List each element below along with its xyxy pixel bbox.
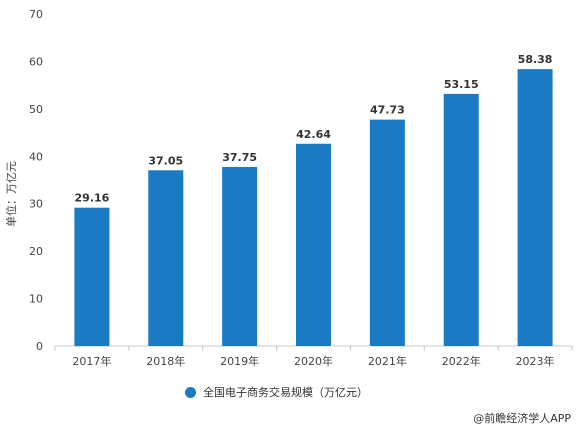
source-credit: @前瞻经济学人APP <box>473 412 571 425</box>
legend-swatch <box>185 386 196 398</box>
y-tick-label: 40 <box>29 150 43 163</box>
y-tick-label: 70 <box>29 8 43 21</box>
y-tick-label: 50 <box>29 103 43 116</box>
x-tick-label: 2017年 <box>72 354 111 368</box>
bar-value-label: 37.05 <box>148 154 183 167</box>
bar-value-label: 58.38 <box>518 53 553 66</box>
bar <box>74 207 110 346</box>
y-tick-label: 20 <box>29 245 43 258</box>
y-tick-label: 10 <box>29 293 43 306</box>
bar <box>369 119 405 346</box>
legend: 全国电子商务交易规模（万亿元） <box>185 384 368 400</box>
bar-value-label: 53.15 <box>444 78 479 91</box>
bar <box>222 166 258 346</box>
y-tick-label: 60 <box>29 55 43 68</box>
x-tick-label: 2020年 <box>294 354 333 368</box>
bar-value-label: 37.75 <box>222 151 257 164</box>
bar <box>148 170 184 346</box>
bar-value-label: 47.73 <box>370 104 405 117</box>
x-tick-label: 2023年 <box>516 354 555 368</box>
x-tick-label: 2018年 <box>146 354 185 368</box>
bar <box>517 69 553 346</box>
bar-value-label: 42.64 <box>296 128 331 141</box>
x-tick-label: 2022年 <box>442 354 481 368</box>
bar <box>443 93 479 346</box>
x-tick-label: 2021年 <box>368 354 407 368</box>
bar <box>296 143 331 346</box>
bar-value-label: 29.16 <box>75 192 110 205</box>
x-tick-label: 2019年 <box>220 354 259 368</box>
y-axis-label: 单位：万亿元 <box>4 161 18 227</box>
legend-label: 全国电子商务交易规模（万亿元） <box>203 386 368 399</box>
y-tick-label: 0 <box>36 340 43 353</box>
y-tick-label: 30 <box>29 198 43 211</box>
